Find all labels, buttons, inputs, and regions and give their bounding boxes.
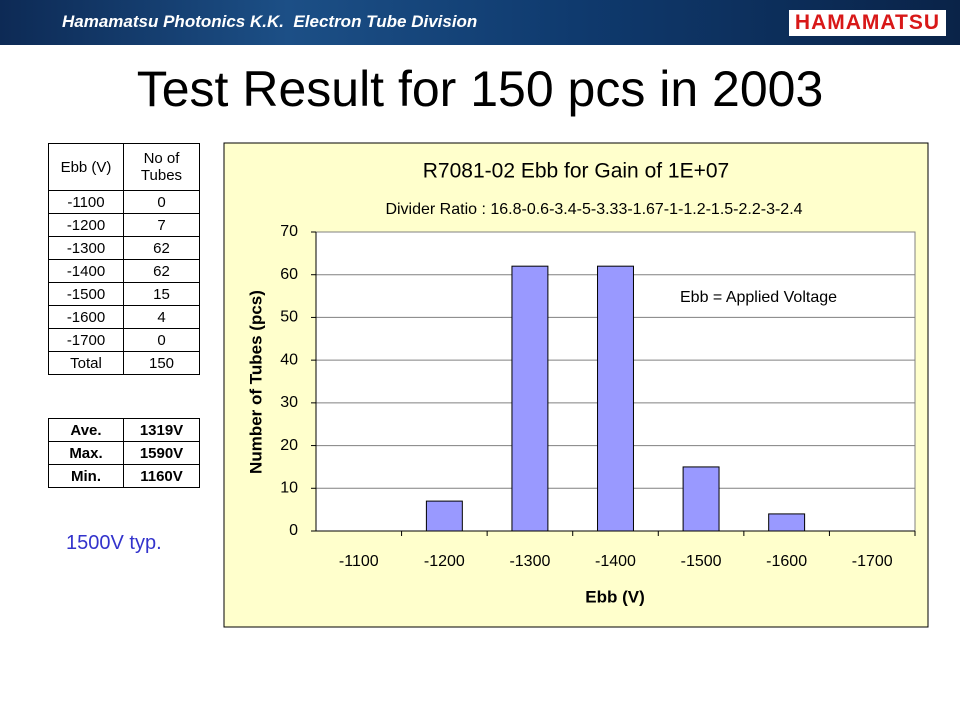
count-cell: -1300 bbox=[48, 236, 124, 260]
chart-title: R7081-02 Ebb for Gain of 1E+07 bbox=[423, 160, 729, 183]
chart-subtitle: Divider Ratio : 16.8-0.6-3.4-5-3.33-1.67… bbox=[385, 201, 802, 218]
y-tick-label: 60 bbox=[280, 266, 298, 283]
stats-cell: Min. bbox=[48, 464, 124, 488]
division-name: Hamamatsu Photonics K.K. Electron Tube D… bbox=[62, 12, 478, 31]
x-tick-label: -1500 bbox=[681, 553, 722, 570]
x-tick-label: -1200 bbox=[424, 553, 465, 570]
x-tick-label: -1700 bbox=[852, 553, 893, 570]
count-cell: 4 bbox=[123, 305, 200, 329]
bar bbox=[597, 265, 634, 532]
stats-cell: 1590V bbox=[123, 441, 200, 465]
y-tick-label: 0 bbox=[289, 522, 298, 539]
count-cell: 150 bbox=[123, 351, 200, 375]
x-tick-label: -1400 bbox=[595, 553, 636, 570]
stats-cell: 1160V bbox=[123, 464, 200, 488]
count-row: -1500 15 bbox=[48, 282, 200, 306]
bar bbox=[511, 265, 549, 532]
count-row: -1600 4 bbox=[48, 305, 200, 329]
count-row: -1300 62 bbox=[48, 236, 200, 260]
x-tick-label: -1300 bbox=[509, 553, 550, 570]
stats-table: Ave. 1319V Max. 1590V Min. 1160V bbox=[48, 418, 200, 488]
count-cell: 62 bbox=[123, 236, 200, 260]
header-cell: Ebb (V) bbox=[48, 143, 124, 191]
count-cell: -1100 bbox=[48, 190, 124, 214]
y-tick-label: 10 bbox=[280, 480, 298, 497]
logo: HAMAMATSU bbox=[788, 10, 946, 36]
count-row: -1200 7 bbox=[48, 213, 200, 237]
count-cell: 0 bbox=[123, 328, 200, 352]
header-row: Ebb (V) No of Tubes bbox=[48, 143, 200, 191]
y-tick-label: 20 bbox=[280, 437, 298, 454]
header-cell: No of Tubes bbox=[123, 143, 200, 191]
count-cell: -1500 bbox=[48, 282, 124, 306]
note: 1500V typ. bbox=[66, 532, 162, 554]
annotation: Ebb = Applied Voltage bbox=[680, 289, 837, 306]
stats-row: Ave. 1319V bbox=[48, 418, 200, 442]
bar bbox=[425, 500, 463, 532]
count-cell: -1600 bbox=[48, 305, 124, 329]
count-table: Ebb (V) No of Tubes -1100 0 -1200 7 -1300 62 -14… bbox=[48, 143, 200, 375]
y-tick-label: 30 bbox=[280, 394, 298, 411]
header-bar: Hamamatsu Photonics K.K. Electron Tube D… bbox=[0, 0, 960, 45]
x-axis-label: Ebb (V) bbox=[585, 587, 645, 606]
count-cell: -1400 bbox=[48, 259, 124, 283]
y-tick-label: 70 bbox=[280, 223, 298, 240]
count-cell: Total bbox=[48, 351, 124, 375]
slide-title: Test Result for 150 pcs in 2003 bbox=[136, 61, 824, 117]
bar bbox=[682, 466, 720, 532]
y-tick-label: 50 bbox=[280, 309, 298, 326]
count-row: Total 150 bbox=[48, 351, 200, 375]
bar bbox=[768, 513, 806, 532]
x-tick-label: -1600 bbox=[766, 553, 807, 570]
y-axis-label: Number of Tubes (pcs) bbox=[246, 290, 265, 474]
stats-row: Min. 1160V bbox=[48, 464, 200, 488]
y-tick-label: 40 bbox=[280, 351, 298, 368]
x-tick-label: -1100 bbox=[339, 553, 379, 570]
